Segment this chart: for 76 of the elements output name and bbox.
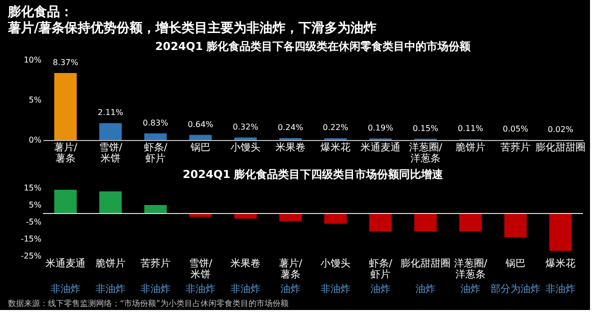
x-tick-label: 爆米花 (320, 142, 350, 154)
y-tick-label: -15% (20, 234, 42, 244)
bar (234, 137, 257, 140)
y-tick-label: -25% (20, 252, 42, 260)
text: 非油炸 (546, 283, 576, 295)
text: 非油炸 (320, 283, 350, 295)
text: 部分为油炸 (490, 283, 540, 295)
x-tick-label: 薯片/薯条 (278, 258, 303, 280)
bar (504, 214, 527, 238)
y-tick-label: 15% (24, 184, 42, 192)
source-note: 数据来源：线下零售监测网络；“市场份额”为小类目占休闲零食类目的市场份额 (8, 299, 288, 308)
x-tick-label: 膨化甜甜圈 (536, 142, 586, 154)
data-label: 0.11% (458, 124, 484, 134)
bar (99, 191, 122, 214)
bar (54, 190, 77, 214)
bar (414, 214, 437, 232)
data-label: 8.37% (52, 58, 79, 68)
x-tick-label: 脆饼片 (96, 258, 126, 270)
bar (189, 134, 212, 140)
text: 非油炸 (140, 283, 170, 295)
x-tick-label: 米通麦通 (360, 142, 400, 154)
x-tick-label: 小馒头 (320, 258, 350, 270)
x-tick-label: 洋葱圈/洋葱条 (408, 142, 443, 164)
data-label: 0.24% (278, 123, 304, 132)
bar (54, 73, 77, 140)
x-tick-label: 小馒头 (230, 142, 260, 154)
y-tick-label: 10% (24, 56, 42, 64)
x-tick-label: 爆米花 (546, 258, 576, 270)
x-tick-label: 膨化甜甜圈 (400, 258, 450, 270)
data-label: 2.11% (98, 108, 124, 118)
bar (549, 214, 572, 251)
x-tick-label: 苦荞片 (140, 258, 170, 270)
bar (369, 214, 392, 232)
chart-title: 2024Q1 膨化食品类目下各四级类在休闲零食类目中的市场份额 (155, 40, 472, 53)
x-tick-label: 雪饼/米饼 (98, 142, 123, 164)
data-label: 0.15% (412, 124, 439, 133)
x-tick-label: 虾条/虾片 (368, 258, 393, 280)
text: 薯片/薯条保持优势份额，增长类目主要为非油炸，下滑多为油炸 (7, 20, 377, 36)
data-label: 0.19% (368, 123, 394, 132)
text: 非油炸 (96, 283, 126, 295)
data-label: 0.02% (548, 124, 574, 134)
bar (144, 205, 167, 214)
text: 油炸 (460, 283, 480, 295)
text: 非油炸 (230, 283, 260, 295)
bar (459, 214, 482, 232)
text: 油炸 (370, 283, 390, 295)
bar (279, 214, 302, 222)
x-tick-label: 锅巴 (190, 142, 210, 154)
y-tick-label: -5% (26, 218, 42, 226)
data-label: 0.05% (502, 124, 529, 134)
data-label: 0.22% (322, 123, 349, 132)
x-tick-label: 虾条/虾片 (144, 142, 168, 164)
x-tick-label: 苦荞片 (500, 142, 530, 154)
text: 非油炸 (50, 283, 80, 295)
bar (324, 214, 347, 224)
y-tick-label: 5% (28, 200, 42, 210)
bar (144, 133, 167, 140)
y-tick-label: 0% (28, 136, 42, 144)
data-label: 0.64% (188, 120, 214, 129)
data-label: 0.83% (142, 118, 169, 128)
data-label: 0.32% (232, 122, 259, 132)
x-tick-label: 薯片/薯条 (54, 142, 78, 164)
x-tick-label: 米果卷 (276, 142, 306, 154)
x-tick-label: 脆饼片 (456, 142, 486, 154)
y-tick-label: 5% (28, 96, 42, 104)
text: 油炸 (280, 283, 300, 295)
bar (99, 123, 122, 140)
x-tick-label: 米果卷 (230, 258, 260, 270)
text: 膨化食品： (7, 5, 73, 20)
x-tick-label: 锅巴 (504, 258, 526, 270)
x-tick-label: 雪饼/米饼 (188, 258, 213, 280)
chart-title: 2024Q1 膨化食品类目下四级类目市场份额同比增速 (182, 168, 444, 181)
x-tick-label: 洋葱圈/洋葱条 (454, 258, 488, 280)
text: 油炸 (416, 283, 436, 295)
text: 非油炸 (186, 283, 216, 295)
x-tick-label: 米通麦通 (46, 258, 86, 270)
